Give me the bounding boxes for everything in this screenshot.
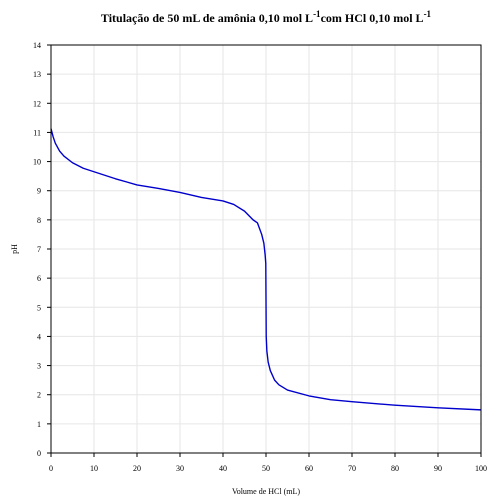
y-tick-label: 12 [33,99,41,108]
y-tick-label: 9 [37,187,41,196]
y-tick-label: 1 [37,420,41,429]
y-tick-label: 11 [33,128,41,137]
x-tick-label: 100 [475,464,487,473]
y-axis-label: pH [10,244,19,254]
ticks: 0 10 20 30 40 50 60 70 80 90 100012345678910111213… [33,41,487,473]
y-tick-label: 14 [33,41,41,50]
chart-title-middle: com HCl 0,10 mol L [321,11,424,25]
y-tick-label: 7 [37,245,41,254]
x-tick-label: 50 [262,464,270,473]
x-tick-label: 70 [348,464,356,473]
series-layer [50,128,482,411]
y-tick-label: 6 [37,274,41,283]
y-tick-label: 0 [37,449,41,458]
chart-title-superscript: -1 [424,9,432,19]
grid [50,44,482,454]
x-tick-label: 90 [434,464,442,473]
chart-title-superscript: -1 [313,9,321,19]
x-tick-label: 10 [90,464,98,473]
x-axis-label: Volume de HCl (mL) [232,487,300,496]
x-tick-label: 40 [219,464,227,473]
y-tick-label: 3 [37,362,41,371]
y-tick-label: 5 [37,303,41,312]
x-tick-label: 0 [49,464,53,473]
titration-curve-line [50,128,482,411]
x-tick-label: 80 [391,464,399,473]
chart-title-main: Titulação de 50 mL de amônia 0,10 mol L [101,11,313,25]
x-tick-label: 60 [305,464,313,473]
y-tick-label: 13 [33,70,41,79]
y-tick-label: 2 [37,391,41,400]
y-tick-label: 10 [33,158,41,167]
chart-title: Titulação de 50 mL de amônia 0,10 mol L-… [101,9,432,25]
x-tick-label: 20 [133,464,141,473]
y-tick-label: 8 [37,216,41,225]
x-tick-label: 30 [176,464,184,473]
y-tick-label: 4 [37,332,41,341]
